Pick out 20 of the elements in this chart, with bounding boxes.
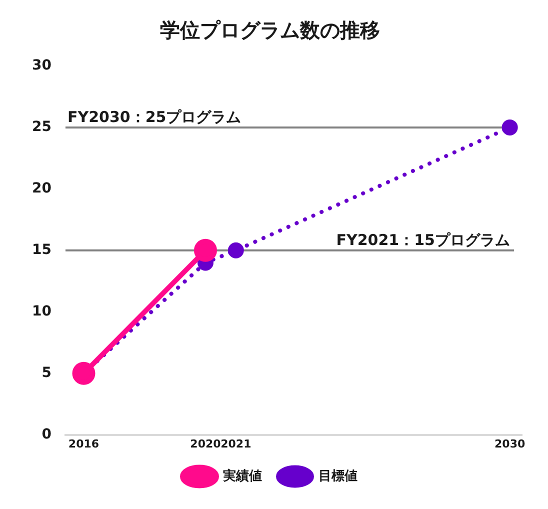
legend-label: 目標値 — [318, 468, 358, 484]
y-tick-label: 20 — [32, 180, 52, 197]
point — [228, 242, 244, 258]
y-tick-label: 0 — [42, 426, 52, 442]
x-tick-label: 2020 — [190, 437, 222, 450]
point — [194, 238, 217, 262]
y-tick-label: 10 — [32, 304, 52, 320]
ref-line-label: FY2030：25プログラム — [67, 108, 242, 126]
ref-line-label: FY2021：15プログラム — [336, 230, 510, 249]
x-tick-label: 2016 — [68, 437, 100, 450]
y-tick-label: 30 — [32, 58, 52, 74]
y-tick-label: 25 — [32, 119, 52, 136]
chart-title: 学位プログラム数の推移 — [160, 18, 380, 42]
legend-label: 実績値 — [222, 468, 262, 484]
y-tick-label: 15 — [32, 242, 52, 258]
x-tick-label: 2030 — [494, 437, 526, 450]
point — [502, 119, 518, 136]
point — [72, 362, 96, 385]
x-tick-label: 2021 — [220, 437, 252, 450]
y-tick-label: 5 — [42, 364, 52, 381]
